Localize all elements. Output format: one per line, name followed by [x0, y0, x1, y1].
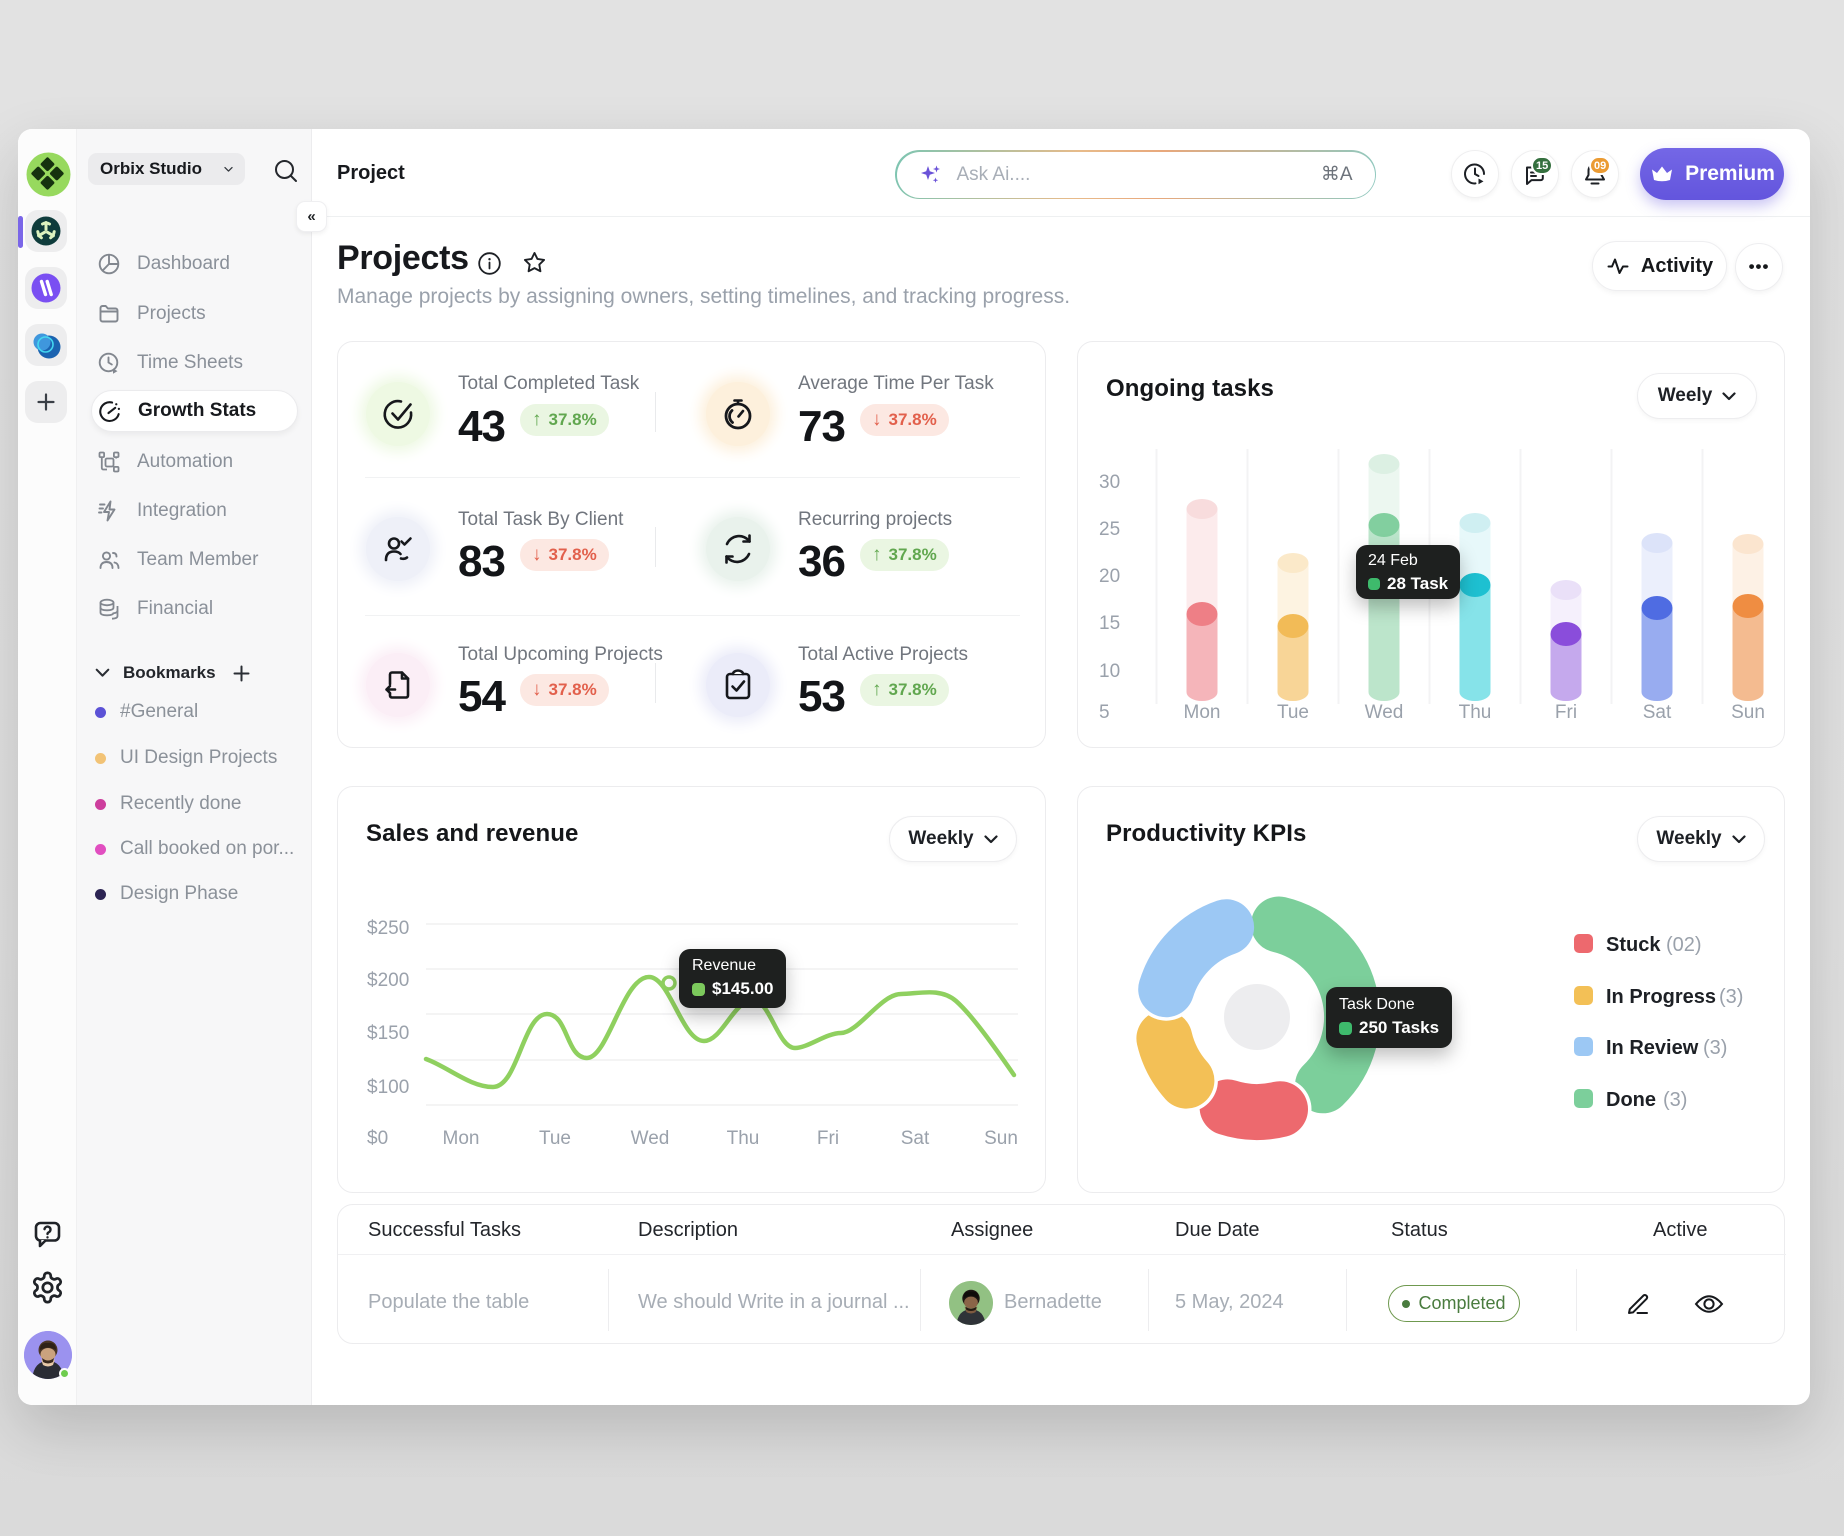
svg-text:30: 30: [1099, 472, 1120, 493]
svg-text:Sun: Sun: [984, 1128, 1018, 1149]
svg-text:15: 15: [1099, 613, 1120, 634]
svg-text:Sat: Sat: [1643, 702, 1672, 723]
svg-text:Thu: Thu: [727, 1128, 760, 1149]
svg-text:Wed: Wed: [631, 1128, 670, 1149]
svg-text:In Progress: In Progress: [1606, 986, 1716, 1008]
svg-text:Tue: Tue: [539, 1128, 571, 1149]
svg-text:Fri: Fri: [1555, 702, 1577, 723]
svg-text:Sun: Sun: [1731, 702, 1765, 723]
svg-text:Thu: Thu: [1459, 702, 1492, 723]
svg-text:Tue: Tue: [1277, 702, 1309, 723]
svg-text:$200: $200: [367, 970, 409, 991]
svg-text:$150: $150: [367, 1023, 409, 1044]
svg-text:Mon: Mon: [443, 1128, 480, 1149]
svg-text:5: 5: [1099, 702, 1110, 723]
svg-text:(02): (02): [1666, 934, 1702, 956]
svg-text:Sat: Sat: [901, 1128, 930, 1149]
svg-text:Done: Done: [1606, 1089, 1656, 1111]
svg-text:Stuck: Stuck: [1606, 934, 1661, 956]
svg-text:Mon: Mon: [1184, 702, 1221, 723]
svg-text:Wed: Wed: [1365, 702, 1404, 723]
svg-text:(3): (3): [1703, 1037, 1727, 1059]
svg-text:$0: $0: [367, 1128, 388, 1149]
svg-text:(3): (3): [1663, 1089, 1687, 1111]
svg-text:20: 20: [1099, 566, 1120, 587]
svg-text:Fri: Fri: [817, 1128, 839, 1149]
svg-text:$250: $250: [367, 918, 409, 939]
svg-text:In Review: In Review: [1606, 1037, 1699, 1059]
svg-text:10: 10: [1099, 661, 1120, 682]
svg-text:(3): (3): [1719, 986, 1743, 1008]
svg-text:$100: $100: [367, 1077, 409, 1098]
svg-text:25: 25: [1099, 519, 1120, 540]
